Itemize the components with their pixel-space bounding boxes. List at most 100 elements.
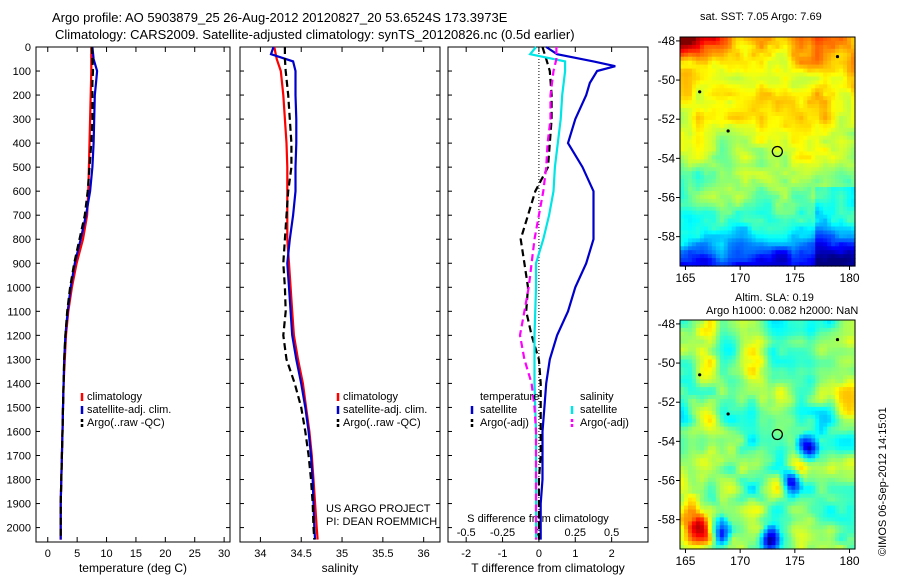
map-cell (819, 234, 824, 239)
map-cell (779, 127, 784, 133)
map-cell (819, 131, 824, 137)
map-cell (711, 44, 717, 50)
map-cell (783, 88, 788, 93)
map-cell (707, 242, 713, 247)
map-cell (707, 327, 713, 333)
map-cell (827, 343, 832, 349)
map-cell (747, 343, 753, 349)
map-cell (759, 418, 765, 424)
map-cell (688, 493, 693, 499)
map-cell (699, 48, 705, 54)
map-cell (823, 131, 828, 137)
map-cell (851, 254, 856, 259)
map-cell (727, 155, 733, 160)
map-cell (703, 56, 709, 62)
map-cell (715, 489, 721, 495)
map-cell (791, 52, 796, 58)
map-cell (739, 254, 745, 259)
map-cell (799, 438, 804, 443)
map-cell (819, 347, 824, 353)
map-cell (815, 422, 820, 428)
map-cell (843, 335, 848, 341)
map-cell (735, 406, 741, 412)
map-cell (815, 343, 820, 349)
map-cell (799, 76, 804, 81)
map-cell (688, 210, 693, 216)
map-cell (680, 501, 685, 507)
map-cell (680, 214, 685, 220)
map-cell (795, 155, 800, 160)
map-cell (699, 402, 705, 408)
map-cell (759, 96, 765, 101)
map-cell (715, 477, 721, 483)
map-cell (715, 167, 721, 172)
map-cell (847, 446, 852, 451)
map-cell (827, 222, 832, 228)
map-cell (743, 218, 749, 224)
map-cell (799, 371, 804, 376)
map-cell (771, 60, 777, 66)
map-cell (719, 262, 725, 267)
map-cell (815, 202, 820, 208)
map-cell (803, 218, 808, 224)
map-cell (763, 422, 769, 428)
map-cell (719, 52, 725, 58)
map-cell (827, 458, 832, 463)
map-cell (831, 108, 836, 113)
map-cell (755, 426, 761, 432)
map-cell (695, 210, 701, 216)
map-cell (763, 509, 769, 514)
map-cell (847, 246, 852, 251)
map-cell (715, 254, 721, 259)
map-cell (763, 262, 769, 267)
map-cell (707, 171, 713, 176)
map-cell (791, 242, 796, 247)
map-cell (823, 210, 828, 216)
map-cell (707, 513, 713, 518)
map-cell (719, 347, 725, 353)
map-cell (699, 481, 705, 487)
map-cell (707, 258, 713, 263)
map-cell (815, 198, 820, 204)
map-cell (843, 323, 848, 329)
map-cell (759, 395, 765, 400)
map-cell (839, 497, 844, 503)
map-cell (831, 347, 836, 353)
map-cell (839, 222, 844, 228)
map-cell (731, 462, 737, 467)
map-cell (747, 84, 753, 89)
map-cell (827, 64, 832, 70)
map-cell (735, 167, 741, 172)
map-cell (699, 422, 705, 428)
map-cell (688, 119, 693, 125)
map-cell (795, 347, 800, 353)
map-cell (684, 414, 689, 420)
map-cell (731, 104, 737, 109)
map-cell (787, 92, 792, 97)
map-cell (787, 430, 792, 436)
map-cell (727, 183, 733, 188)
map-cell (795, 52, 800, 58)
map-cell (703, 64, 709, 70)
map-cell (771, 179, 777, 184)
map-cell (707, 48, 713, 54)
map-cell (751, 371, 757, 376)
map-cell (735, 44, 741, 50)
y-tick-label: 700 (13, 210, 31, 222)
map-cell (735, 163, 741, 168)
map-cell (775, 92, 781, 97)
map-cell (743, 143, 749, 149)
map-cell (819, 446, 824, 451)
map-cell (819, 37, 824, 42)
map-cell (691, 222, 697, 228)
map-cell (727, 414, 733, 420)
map-cell (787, 438, 792, 443)
map-cell (763, 402, 769, 408)
map-cell (747, 383, 753, 388)
map-cell (703, 72, 709, 77)
map-cell (719, 434, 725, 439)
map-cell (795, 44, 800, 50)
map-cell (699, 222, 705, 228)
map-cell (795, 151, 800, 156)
map-cell (851, 426, 856, 432)
